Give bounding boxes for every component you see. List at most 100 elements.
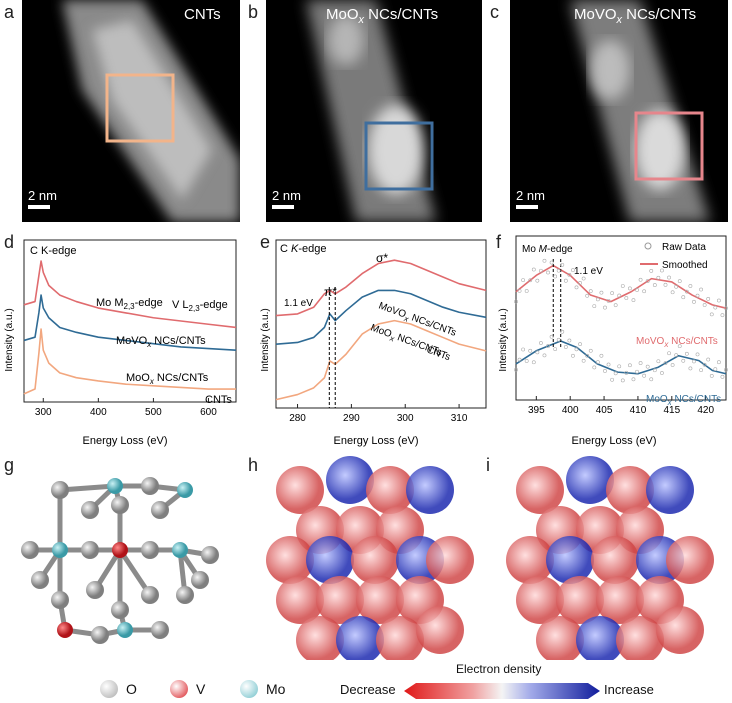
raw-data-point (610, 377, 615, 382)
raw-data-point (514, 299, 518, 304)
bond (117, 548, 153, 597)
raw-data-point (595, 360, 600, 365)
panel-label-b: b (248, 2, 259, 22)
raw-data-point (699, 368, 703, 372)
raw-data-point (531, 267, 536, 272)
panel-label-e: e (260, 232, 271, 252)
density-lobe (556, 576, 604, 624)
raw-data-point (652, 368, 657, 373)
density-lobe (336, 616, 384, 660)
raw-data-point (670, 290, 675, 295)
raw-data-point (692, 359, 696, 364)
legend-atom-label: O (126, 681, 137, 697)
raw-data-point (574, 285, 579, 290)
raw-data-point (592, 304, 597, 309)
atom-O (51, 481, 69, 499)
raw-data-point (599, 290, 604, 295)
annotation-pi: π* (324, 285, 337, 299)
raw-data-point (560, 329, 565, 334)
raw-data-point (514, 367, 518, 372)
raw-data-point (556, 337, 561, 342)
series-line-1 (275, 289, 487, 345)
raw-data-point (524, 359, 529, 363)
raw-data-point (521, 347, 526, 352)
raw-data-point (667, 275, 671, 280)
series-line-0 (515, 264, 727, 309)
raw-data-point (716, 298, 721, 303)
raw-data-point (681, 358, 686, 363)
scalebar-c: 2 nm (516, 188, 545, 209)
series-line-1 (23, 294, 237, 351)
raw-data-point (681, 295, 686, 300)
raw-data-point (617, 364, 622, 369)
region-box-c (634, 111, 704, 181)
atom-O (141, 586, 159, 604)
raw-data-point (638, 277, 643, 282)
density-lobe (426, 536, 474, 584)
density-lobe (606, 466, 654, 514)
density-lobe (591, 536, 639, 584)
density-lobe (596, 576, 644, 624)
raw-data-point (713, 305, 718, 310)
raw-data-point (713, 367, 718, 372)
raw-data-point (571, 268, 575, 273)
density-lobe (296, 616, 344, 660)
density-lobe (356, 576, 404, 624)
density-lobe (656, 606, 704, 654)
raw-data-point (528, 278, 533, 283)
raw-data-point (588, 348, 593, 353)
raw-data-point (528, 348, 533, 353)
raw-data-point (684, 351, 689, 356)
annotation-ck-edge: C K-edge (30, 245, 76, 257)
raw-data-point (663, 361, 668, 366)
series-line-0 (275, 259, 487, 317)
raw-data-point (674, 353, 679, 358)
density-lobe (351, 536, 399, 584)
xlabel-d: Energy Loss (eV) (83, 435, 168, 447)
density-lobe (536, 616, 584, 660)
raw-data-point (677, 344, 682, 349)
raw-data-point (535, 278, 540, 283)
density-lobe (666, 536, 714, 584)
raw-data-point (624, 370, 629, 375)
legend-raw: Raw Data (662, 242, 706, 253)
density-lobe (546, 536, 594, 584)
density-lobe (566, 456, 614, 504)
series-label-f-moox: MoOx NCs/CNTs (646, 394, 721, 407)
x-tick-label: 300 (397, 413, 414, 424)
atom-V (112, 542, 128, 558)
series-line-2 (275, 319, 487, 401)
atom-O (51, 591, 69, 609)
raw-data-point (674, 284, 679, 289)
ylabel-e: Intensity (a.u.) (260, 308, 271, 371)
raw-data-point (539, 341, 543, 345)
raw-data-point (581, 276, 586, 281)
raw-data-point (695, 293, 700, 298)
raw-data-point (563, 278, 568, 283)
ylabel-d: Intensity (a.u.) (4, 308, 15, 371)
xlabel-f: Energy Loss (eV) (572, 435, 657, 447)
scalebar-b: 2 nm (272, 188, 301, 209)
raw-data-point (517, 357, 522, 362)
electron-density-surface-i (506, 456, 714, 660)
x-tick-label: 395 (528, 405, 545, 416)
density-lobe (376, 616, 424, 660)
annotation-f-1-1ev: 1.1 eV (574, 266, 603, 277)
chart-f: 395 400 405 410 415 420 Mo M-edge Raw Data Sm… (498, 235, 728, 447)
atom-mo-icon (240, 680, 258, 698)
raw-data-point (549, 334, 554, 339)
series-label-d-cnts: CNTs (205, 394, 232, 406)
atom-O (31, 571, 49, 589)
atom-O (86, 581, 104, 599)
density-title: Electron density (456, 662, 542, 676)
raw-data-point (606, 362, 611, 367)
raw-data-point (660, 268, 664, 273)
x-tick-label: 290 (343, 413, 360, 424)
raw-data-point (677, 279, 682, 284)
molecular-structures (21, 456, 714, 660)
raw-data-point (578, 281, 582, 285)
raw-data-point (588, 289, 593, 294)
density-lobe (276, 466, 324, 514)
raw-data-point (692, 299, 696, 304)
raw-data-point (627, 363, 632, 368)
